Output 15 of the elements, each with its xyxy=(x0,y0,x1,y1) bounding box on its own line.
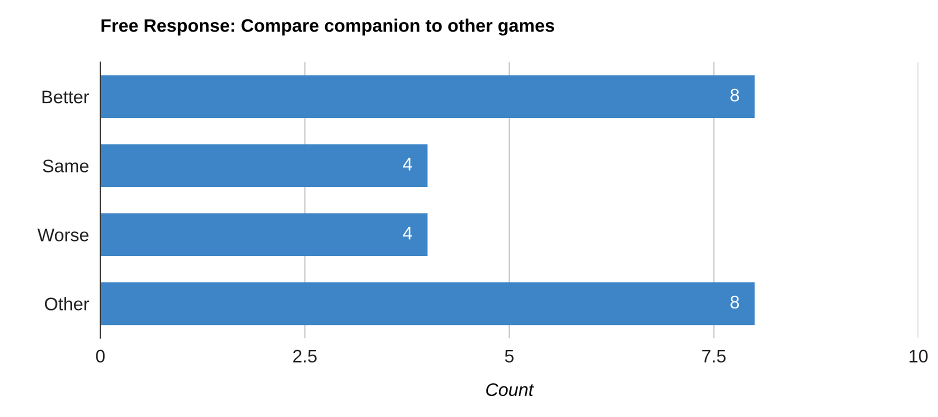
x-tick-label: 7.5 xyxy=(702,350,726,363)
x-tick-label: 2.5 xyxy=(293,350,317,363)
data-label: 4 xyxy=(402,158,412,170)
x-tick-label: 5 xyxy=(505,350,514,363)
x-tick-label: 10 xyxy=(910,350,928,363)
data-label: 8 xyxy=(730,88,739,102)
y-tick-label: Worse xyxy=(37,228,88,242)
data-label: 8 xyxy=(730,296,739,309)
y-tick-label: Same xyxy=(42,160,88,172)
y-tick-label: Other xyxy=(44,297,89,310)
x-tick-label: 0 xyxy=(96,350,105,363)
chart-title: Free Response: Compare companion to other games xyxy=(102,18,554,36)
data-label: 4 xyxy=(402,226,412,240)
x-axis-title: Count xyxy=(486,383,534,396)
y-tick-label: Better xyxy=(42,90,89,104)
